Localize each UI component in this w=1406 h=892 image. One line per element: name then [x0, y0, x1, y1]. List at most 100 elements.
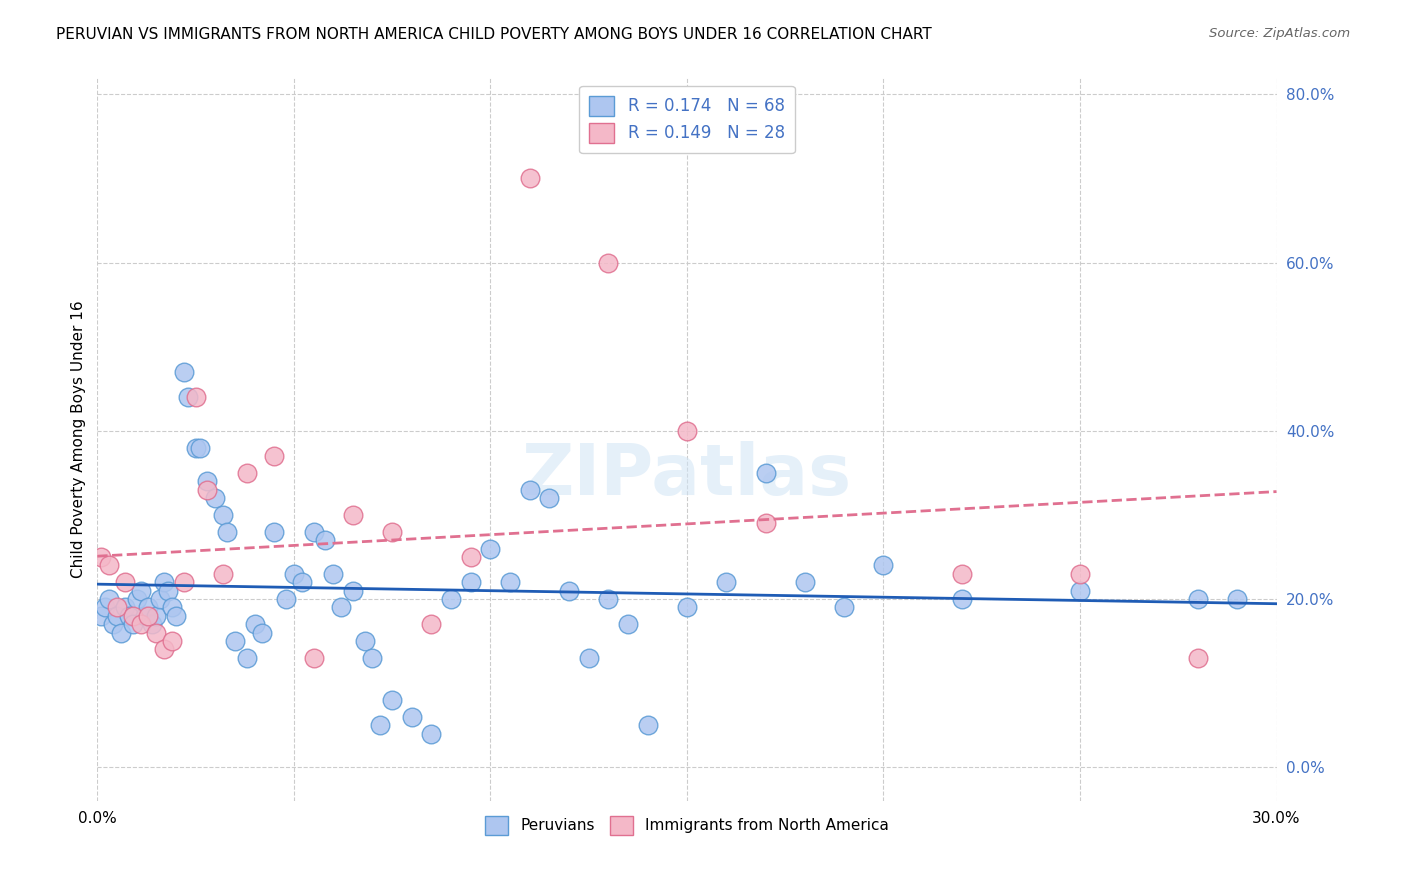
Point [145, 625, 167, 640]
Point [283, 566, 305, 581]
Point [114, 575, 136, 590]
Point [105, 608, 128, 623]
Point [125, 592, 148, 607]
Point [173, 575, 195, 590]
Point [1069, 566, 1091, 581]
Point [212, 566, 235, 581]
Point [160, 634, 183, 648]
Text: Source: ZipAtlas.com: Source: ZipAtlas.com [1209, 27, 1350, 40]
Point [243, 617, 266, 632]
Point [342, 508, 364, 522]
Point [173, 365, 195, 379]
Point [832, 600, 855, 615]
Point [204, 491, 226, 505]
Point [105, 600, 128, 615]
Point [129, 617, 152, 632]
Point [138, 608, 160, 623]
Point [793, 575, 815, 590]
Point [519, 171, 541, 186]
Point [134, 608, 156, 623]
Point [98, 592, 121, 607]
Point [302, 651, 325, 665]
Point [754, 466, 776, 480]
Point [129, 583, 152, 598]
Point [598, 255, 620, 269]
Point [401, 710, 423, 724]
Point [90, 608, 112, 623]
Point [94, 600, 117, 615]
Point [420, 617, 443, 632]
Point [314, 533, 336, 547]
Point [370, 718, 392, 732]
Point [637, 718, 659, 732]
Point [322, 566, 344, 581]
Point [197, 474, 219, 488]
Point [153, 642, 176, 657]
Legend: Peruvians, Immigrants from North America: Peruvians, Immigrants from North America [475, 807, 898, 844]
Point [950, 566, 973, 581]
Point [165, 608, 187, 623]
Point [138, 600, 160, 615]
Point [145, 608, 167, 623]
Point [263, 524, 285, 539]
Point [440, 592, 463, 607]
Point [1069, 583, 1091, 598]
Point [177, 390, 200, 404]
Point [274, 592, 297, 607]
Y-axis label: Child Poverty Among Boys Under 16: Child Poverty Among Boys Under 16 [72, 301, 86, 578]
Point [460, 549, 482, 564]
Point [188, 441, 211, 455]
Point [381, 524, 404, 539]
Point [121, 608, 143, 623]
Point [263, 449, 285, 463]
Point [212, 508, 235, 522]
Point [110, 625, 132, 640]
Point [121, 617, 143, 632]
Point [184, 441, 207, 455]
Point [118, 608, 141, 623]
Point [141, 617, 163, 632]
Point [291, 575, 314, 590]
Point [754, 516, 776, 531]
Point [420, 726, 443, 740]
Text: ZIPatlas: ZIPatlas [522, 441, 852, 510]
Point [558, 583, 581, 598]
Point [330, 600, 353, 615]
Point [499, 575, 522, 590]
Point [114, 600, 136, 615]
Point [98, 558, 121, 573]
Point [215, 524, 238, 539]
Point [160, 600, 183, 615]
Point [1226, 592, 1249, 607]
Point [149, 592, 172, 607]
Point [716, 575, 738, 590]
Point [950, 592, 973, 607]
Point [538, 491, 561, 505]
Point [235, 466, 257, 480]
Point [676, 600, 699, 615]
Point [617, 617, 640, 632]
Point [197, 483, 219, 497]
Point [578, 651, 600, 665]
Point [235, 651, 257, 665]
Point [184, 390, 207, 404]
Point [519, 483, 541, 497]
Point [381, 693, 404, 707]
Point [153, 575, 176, 590]
Point [101, 617, 124, 632]
Point [479, 541, 502, 556]
Point [676, 424, 699, 438]
Point [460, 575, 482, 590]
Point [252, 625, 274, 640]
Point [342, 583, 364, 598]
Point [1187, 592, 1209, 607]
Point [90, 549, 112, 564]
Text: PERUVIAN VS IMMIGRANTS FROM NORTH AMERICA CHILD POVERTY AMONG BOYS UNDER 16 CORR: PERUVIAN VS IMMIGRANTS FROM NORTH AMERIC… [56, 27, 932, 42]
Point [872, 558, 894, 573]
Point [1187, 651, 1209, 665]
Point [157, 583, 180, 598]
Point [598, 592, 620, 607]
Point [361, 651, 384, 665]
Point [224, 634, 246, 648]
Point [302, 524, 325, 539]
